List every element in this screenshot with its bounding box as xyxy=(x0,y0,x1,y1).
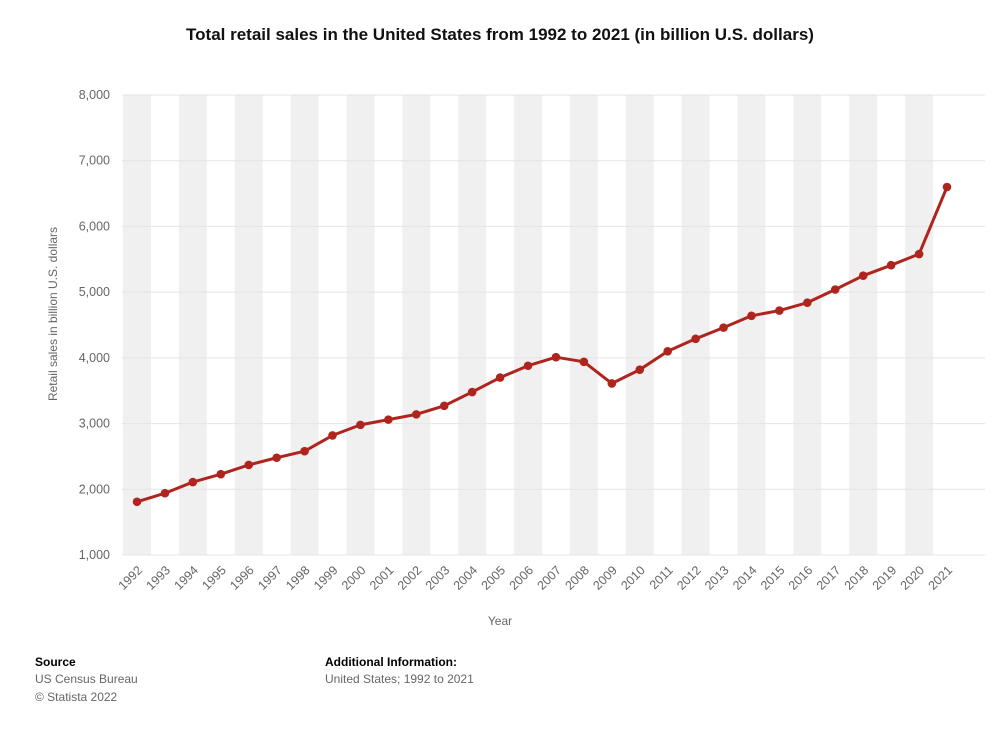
data-point xyxy=(467,387,477,397)
x-tick-label: 2018 xyxy=(842,563,872,593)
x-axis-label: Year xyxy=(487,614,513,628)
data-point xyxy=(328,431,337,440)
footer: Source US Census Bureau © Statista 2022 … xyxy=(0,654,1000,706)
data-point xyxy=(747,311,756,321)
data-point xyxy=(300,446,309,456)
footer-additional-info-block: Additional Information: United States; 1… xyxy=(325,654,474,706)
x-tick-label: 1994 xyxy=(171,563,201,593)
data-point xyxy=(495,373,505,382)
data-point xyxy=(830,285,840,294)
x-tick-label: 1992 xyxy=(116,563,146,593)
plot-band xyxy=(849,95,878,555)
x-tick-label: 2009 xyxy=(590,563,620,593)
y-tick-label: 3,000 xyxy=(79,417,110,431)
data-point xyxy=(607,379,617,388)
plot-band xyxy=(569,95,598,555)
plot-band xyxy=(514,95,542,555)
plot-band xyxy=(905,95,934,555)
y-tick-label: 8,000 xyxy=(79,88,110,102)
data-point xyxy=(216,469,226,479)
x-tick-label: 2001 xyxy=(367,563,397,593)
x-tick-label: 2005 xyxy=(479,563,509,593)
x-tick-label: 1995 xyxy=(199,563,229,593)
x-tick-label: 2020 xyxy=(898,563,928,593)
additional-info-label: Additional Information: xyxy=(325,655,457,669)
x-tick-label: 2006 xyxy=(507,563,537,593)
data-point xyxy=(886,260,896,270)
x-tick-label: 2003 xyxy=(423,563,453,593)
data-point xyxy=(356,420,365,430)
chart-area: Retail sales in billion U.S. dollars 1,0… xyxy=(0,85,1000,610)
data-point xyxy=(384,415,393,424)
data-point xyxy=(914,249,924,259)
x-tick-label: 1996 xyxy=(227,563,257,593)
data-point xyxy=(188,477,198,487)
x-tick-label: 2011 xyxy=(647,563,676,592)
y-tick-label: 2,000 xyxy=(79,482,110,496)
x-tick-label: 2013 xyxy=(702,563,732,593)
footer-source-block: Source US Census Bureau © Statista 2022 xyxy=(35,654,325,706)
y-tick-label: 6,000 xyxy=(79,219,110,233)
chart-title: Total retail sales in the United States … xyxy=(186,25,814,44)
y-tick-label: 1,000 xyxy=(79,548,110,562)
y-tick-label: 5,000 xyxy=(79,285,110,299)
data-point xyxy=(942,182,952,192)
x-tick-label: 1998 xyxy=(283,563,313,593)
y-tick-label: 7,000 xyxy=(79,154,110,168)
plot-band xyxy=(290,95,319,555)
plot-band xyxy=(458,95,487,555)
data-point xyxy=(775,306,784,315)
data-point xyxy=(579,357,589,367)
x-tick-label: 2002 xyxy=(395,563,425,593)
plot-band xyxy=(234,95,263,555)
plot-band xyxy=(346,95,375,555)
data-point xyxy=(691,334,700,344)
plot-band xyxy=(793,95,822,555)
plot-band xyxy=(123,95,151,555)
data-point xyxy=(523,361,533,371)
data-point xyxy=(663,346,672,356)
plot-band xyxy=(402,95,431,555)
data-point xyxy=(132,497,142,507)
line-chart-svg: 1,000 2,000 3,000 4,000 5,000 6,000 7,000 8,000… xyxy=(79,88,985,593)
x-tick-label: 1999 xyxy=(311,563,341,593)
plot-band xyxy=(625,95,654,555)
x-tick-label: 2000 xyxy=(339,563,369,593)
plot-band xyxy=(681,95,710,555)
x-tick-label: 2017 xyxy=(814,563,844,593)
data-point xyxy=(719,323,728,332)
data-point xyxy=(439,401,449,411)
source-name: US Census Bureau xyxy=(35,672,138,687)
plot-band xyxy=(737,95,766,555)
x-tick-label: 2010 xyxy=(618,563,648,593)
x-tick-label: 2004 xyxy=(451,563,481,593)
data-point xyxy=(412,410,421,419)
data-point xyxy=(551,352,561,362)
x-tick-label: 2015 xyxy=(758,563,788,593)
x-tick-label: 2008 xyxy=(562,563,592,593)
source-label: Source xyxy=(35,655,76,669)
x-tick-label: 2007 xyxy=(535,563,565,593)
data-point xyxy=(244,460,254,470)
x-tick-label: 2014 xyxy=(730,563,760,593)
y-tick-label: 4,000 xyxy=(79,351,110,365)
x-tick-label: 1997 xyxy=(255,563,285,593)
additional-info-text: United States; 1992 to 2021 xyxy=(325,672,474,687)
data-point xyxy=(635,365,645,374)
x-tick-label: 2012 xyxy=(674,563,704,593)
copyright-notice: © Statista 2022 xyxy=(35,689,118,704)
x-tick-label: 2019 xyxy=(870,563,900,593)
x-tick-label: 2016 xyxy=(786,563,816,593)
x-tick-label: 2021 xyxy=(926,563,956,593)
x-tick-label: 1993 xyxy=(143,563,173,593)
data-point xyxy=(272,453,281,463)
data-point xyxy=(803,298,812,307)
data-line xyxy=(135,185,949,504)
data-point xyxy=(858,271,868,281)
data-point xyxy=(160,488,170,498)
